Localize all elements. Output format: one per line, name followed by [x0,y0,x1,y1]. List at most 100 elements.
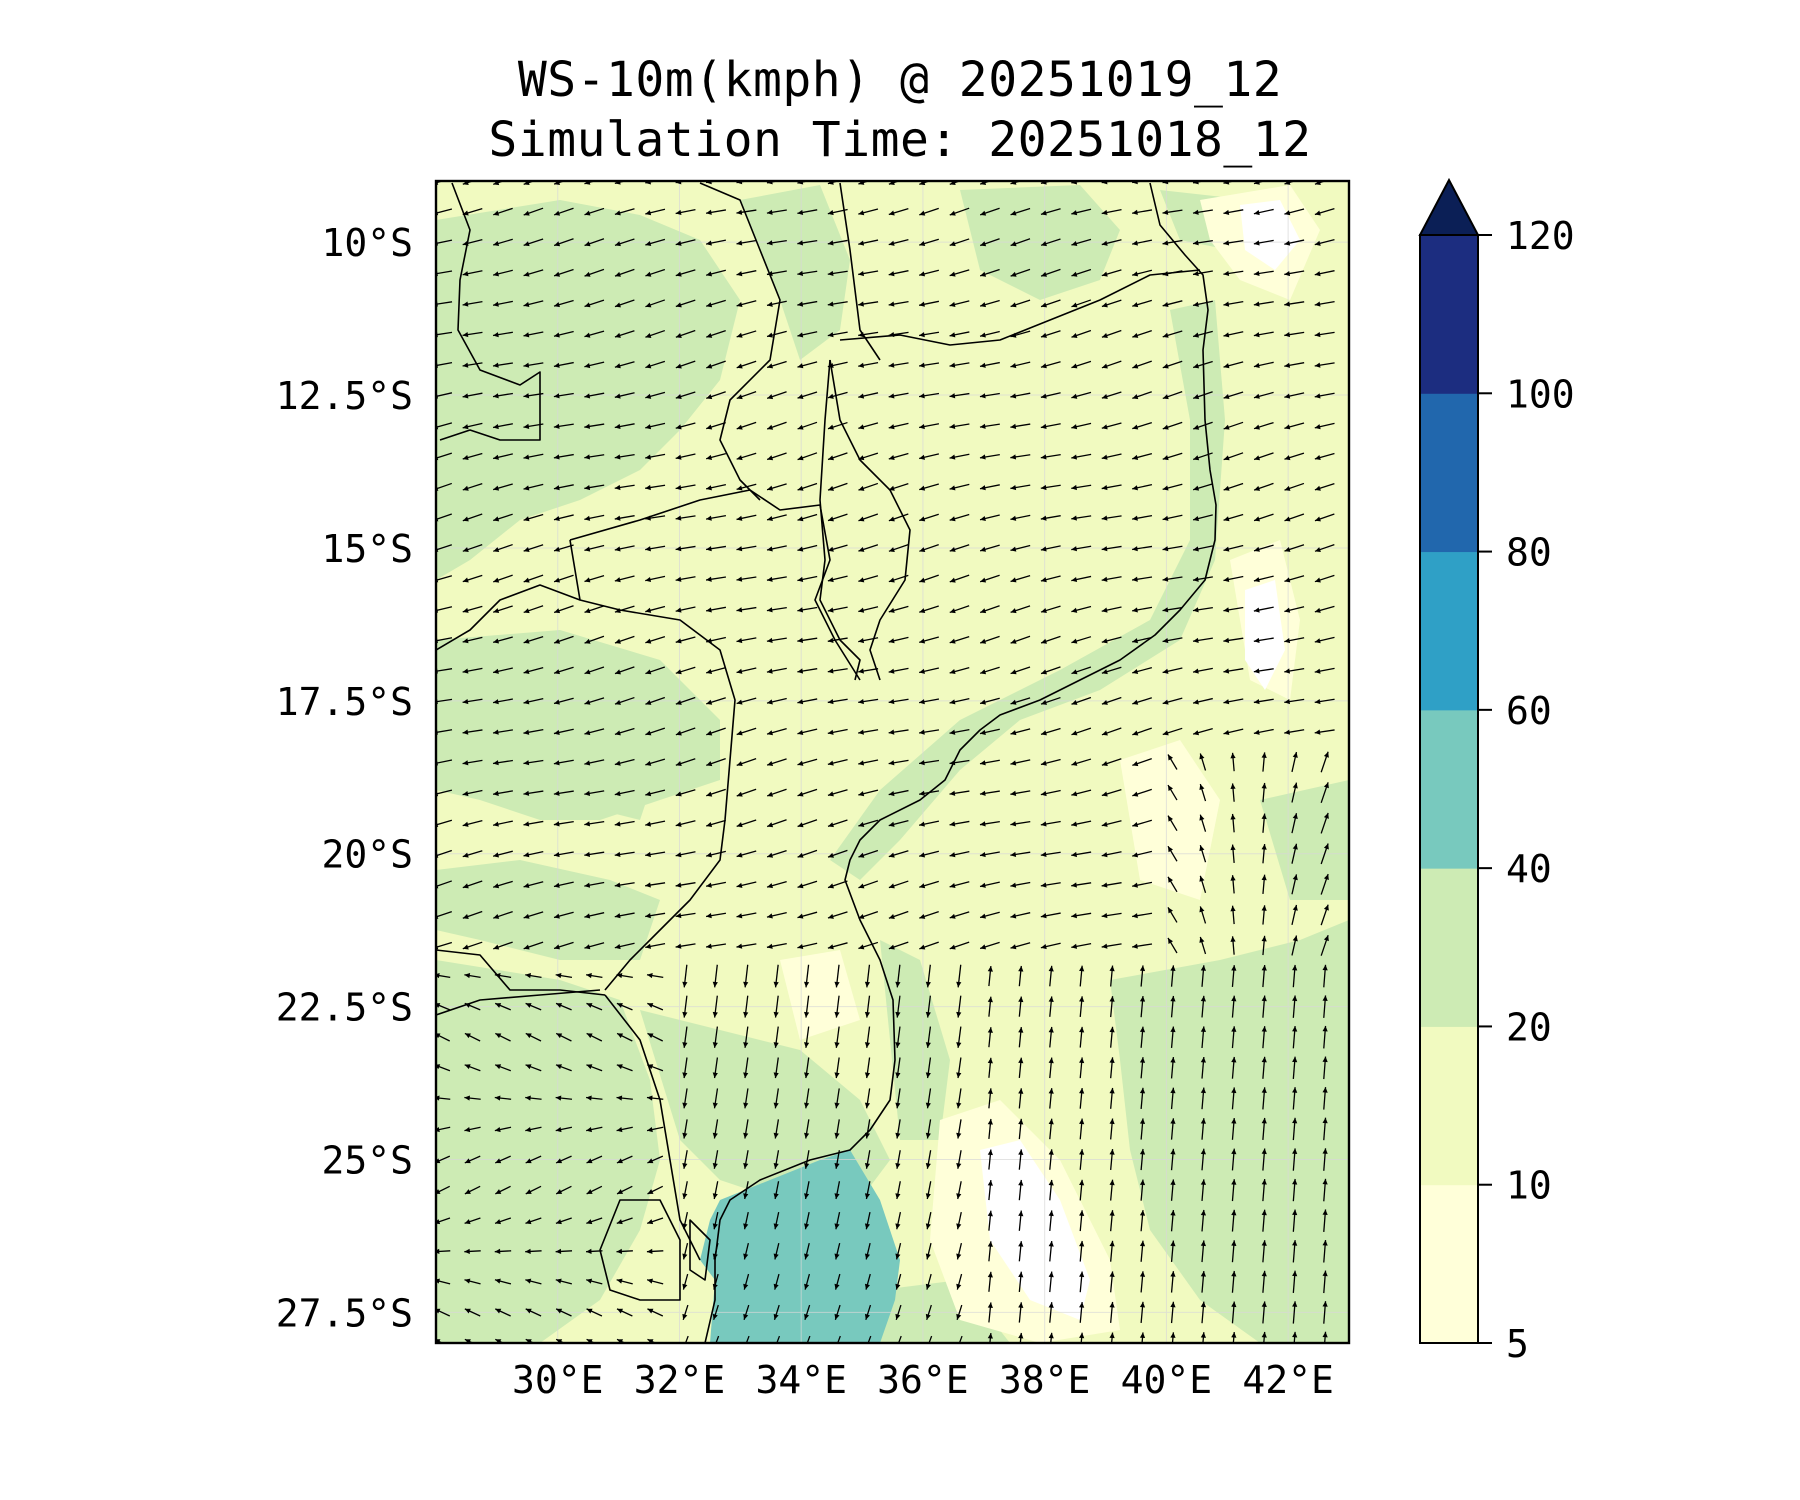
wind-vector-head [797,913,804,919]
wind-vector-head [773,981,779,988]
wind-vector-head [956,1313,962,1320]
wind-vector-head [1071,333,1078,338]
wind-vector-head [464,1095,471,1101]
wind-vector-head [584,760,591,766]
wind-vector-head [1223,546,1230,552]
wind-vector-head [1071,760,1078,766]
wind-vector-shaft [436,637,453,642]
wind-vector-head [858,729,864,735]
wind-vector-head [525,1189,532,1194]
wind-vector-head [706,332,713,338]
wind-vector-head [554,577,561,583]
wind-vector-shaft [684,1335,689,1343]
wind-vector-head [987,1180,993,1186]
wind-vector-head [827,210,834,216]
wind-vector-head [614,699,621,705]
wind-vector-head [1200,1179,1206,1185]
wind-vector-head [895,1253,901,1260]
wind-vector-head [1010,515,1017,521]
wind-vector-head [1132,363,1139,369]
wind-vector-head [586,1189,593,1194]
wind-vector-head [1132,638,1139,644]
wind-vector-head [1132,668,1139,675]
wind-vector-head [919,301,925,307]
colorbar-tick-label: 40 [1506,847,1552,891]
wind-vector-head [980,669,987,675]
wind-vector-head [1010,393,1017,399]
wind-vector-head [1041,271,1048,277]
wind-vector-head [675,515,682,521]
wind-vector-head [828,485,834,491]
wind-vector-head [1010,577,1017,583]
wind-vector-head [1132,852,1139,858]
wind-vector-head [956,1011,962,1018]
wind-vector-head [1200,965,1206,971]
wind-vector-head [614,332,621,338]
wind-vector-head [1253,332,1260,338]
wind-vector-head [858,607,865,613]
wind-vector-head [1323,904,1329,911]
wind-speed-fill-20-40 [436,185,1349,1343]
wind-vector-head [1254,485,1261,491]
wind-vector-head [556,1158,563,1164]
wind-vector-head [555,1219,562,1225]
wind-vector-head [712,1011,718,1018]
wind-vector-head [827,516,834,522]
wind-vector-head [706,485,712,491]
wind-vector-head [553,729,560,735]
wind-vector-head [1162,271,1169,277]
wind-vector-head [1230,752,1236,759]
wind-vector-head [462,362,469,368]
wind-vector-head [827,393,834,399]
wind-vector-head [1109,1271,1115,1278]
wind-vector-head [493,760,499,766]
wind-vector-head [586,1095,592,1101]
wind-vector-head [616,1126,623,1133]
wind-vector-head [980,608,987,614]
wind-vector-head [1292,1240,1298,1246]
wind-vector-head [553,423,560,429]
wind-vector-head [1314,454,1321,461]
wind-vector-head [1168,876,1174,883]
wind-vector-head [1292,1056,1298,1063]
wind-vector-head [1040,454,1047,460]
wind-vector-head [1048,1088,1054,1094]
lat-tick-label: 10°S [321,221,413,265]
wind-vector-head [614,821,621,827]
wind-vector-head [1284,210,1291,216]
wind-vector-head [834,981,840,988]
wind-vector-head [1292,904,1298,911]
wind-vector-head [682,1223,688,1230]
wind-vector-head [736,668,743,674]
wind-vector-head [767,883,773,889]
wind-vector-head [645,851,651,858]
wind-vector-head [1170,1148,1176,1155]
wind-vector-head [1261,995,1267,1002]
wind-vector-head [864,1162,871,1169]
wind-vector-head [1132,943,1138,949]
wind-vector-head [1071,515,1077,521]
wind-vector-head [1162,699,1169,705]
wind-vector-head [523,332,530,338]
wind-vector-head [797,729,804,736]
wind-vector-head [1040,210,1047,216]
wind-vector-head [858,852,865,858]
wind-vector-head [712,1102,718,1109]
wind-vector-head [706,607,712,613]
wind-vector-head [1284,240,1291,246]
wind-vector-head [858,913,865,919]
wind-vector-head [766,943,773,949]
wind-vector-head [584,484,591,491]
wind-vector-head [712,1283,718,1290]
wind-vector-head [1261,813,1267,820]
wind-vector-head [1193,455,1200,461]
wind-vector-head [956,1344,961,1350]
wind-vector-head [1231,1118,1237,1124]
colorbar-tick-label: 5 [1506,1322,1529,1366]
wind-vector-head [675,882,682,888]
wind-vector-head [1048,1057,1054,1064]
wind-vector-head [919,271,926,277]
wind-vector-head [706,668,713,675]
wind-vector-head [1323,812,1329,819]
wind-vector-head [556,1189,563,1194]
